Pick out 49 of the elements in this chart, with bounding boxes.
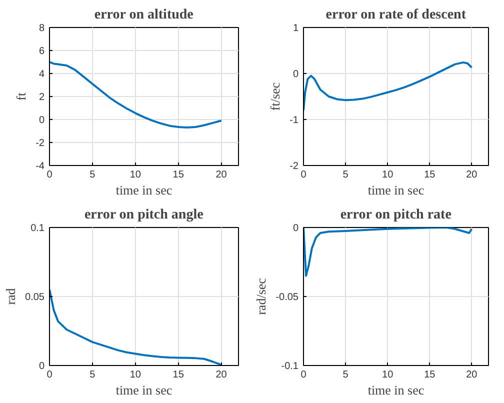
x-tick-label: 20 [466,170,478,180]
y-tick-label: 1 [292,23,299,34]
y-tick-label: 0 [292,69,299,80]
y-tick-label: 8 [38,23,45,34]
y-tick-label: 2 [38,92,45,103]
x-tick-label: 10 [130,370,142,380]
x-tick-label: 5 [342,370,349,380]
x-tick-label: 10 [130,170,142,180]
x-tick-label: 20 [216,170,228,180]
x-tick-label: 20 [216,370,228,380]
y-tick-label: -2 [290,161,299,172]
chart-title: error on pitch rate [340,208,452,222]
y-tick-label: -0.05 [276,292,299,303]
x-axis-title: time in sec [116,182,172,198]
x-tick-label: 10 [382,370,394,380]
x-axis-title: time in sec [368,382,424,398]
y-tick-label: 4 [38,69,45,80]
y-tick-label: 0 [292,223,299,234]
x-tick-label: 15 [424,170,436,180]
x-axis-title: time in sec [368,182,424,198]
y-tick-label: 0.05 [25,292,45,303]
x-tick-label: 0 [300,370,307,380]
x-tick-label: 0 [46,370,53,380]
x-tick-label: 15 [172,370,184,380]
x-tick-label: 5 [342,170,349,180]
x-tick-label: 0 [300,170,307,180]
y-tick-label: 0.1 [30,223,45,234]
x-tick-label: 5 [90,170,96,180]
chart-title: error on pitch angle [84,208,204,222]
x-tick-label: 15 [172,170,184,180]
x-tick-label: 10 [382,170,394,180]
y-tick-label: 0 [38,115,45,126]
y-tick-label: -4 [36,161,45,172]
x-tick-label: 0 [46,170,53,180]
x-tick-label: 20 [466,370,478,380]
y-axis-title: rad [3,288,18,305]
y-tick-label: -0.1 [281,361,299,372]
y-axis-title: rad/sec [254,278,269,315]
y-tick-label: -2 [36,138,45,149]
y-axis-title: ft [14,92,29,100]
y-axis-title: ft/sec [268,82,283,111]
y-tick-label: 0 [38,361,45,372]
chart-title: error on rate of descent [326,8,466,22]
x-axis-title: time in sec [116,382,172,398]
y-tick-label: -1 [290,115,299,126]
x-tick-label: 5 [90,370,96,380]
x-tick-label: 15 [424,370,436,380]
y-tick-label: 6 [38,46,45,57]
chart-title: error on altitude [94,8,194,22]
